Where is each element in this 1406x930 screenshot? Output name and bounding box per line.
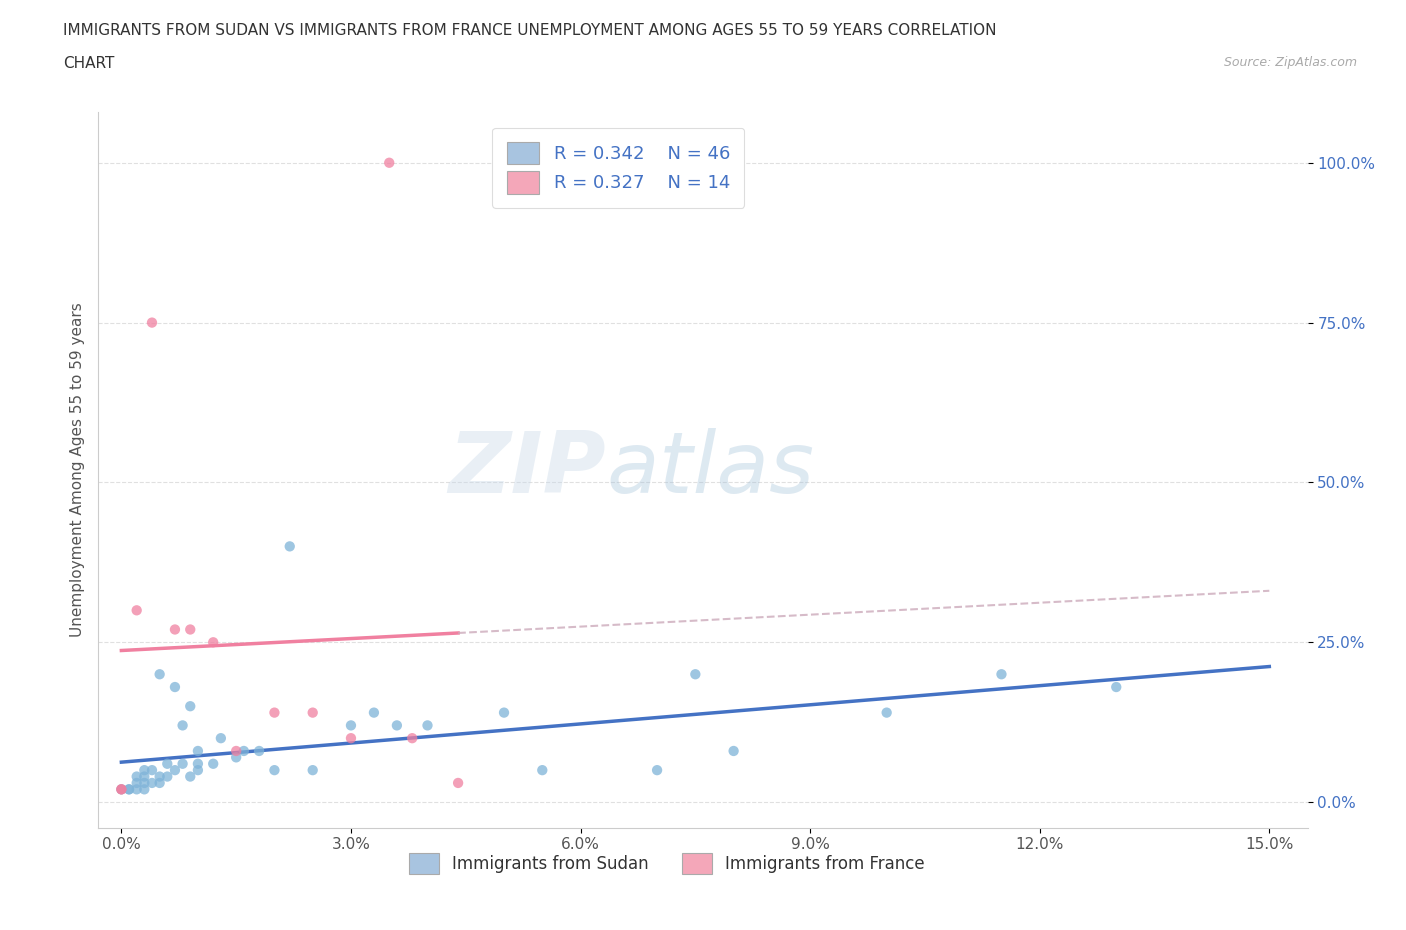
Point: [401, 731, 423, 746]
Point: [301, 763, 323, 777]
Point: [723, 744, 745, 759]
Point: [263, 705, 285, 720]
Point: [685, 667, 707, 682]
Point: [163, 680, 186, 695]
Point: [1105, 680, 1128, 695]
Legend: Immigrants from Sudan, Immigrants from France: Immigrants from Sudan, Immigrants from F…: [402, 846, 932, 880]
Point: [179, 622, 201, 637]
Point: [156, 756, 179, 771]
Point: [134, 776, 156, 790]
Point: [163, 622, 186, 637]
Point: [202, 635, 225, 650]
Point: [172, 756, 194, 771]
Point: [118, 782, 141, 797]
Text: IMMIGRANTS FROM SUDAN VS IMMIGRANTS FROM FRANCE UNEMPLOYMENT AMONG AGES 55 TO 59: IMMIGRANTS FROM SUDAN VS IMMIGRANTS FROM…: [63, 23, 997, 38]
Point: [378, 155, 401, 170]
Point: [447, 776, 470, 790]
Point: [125, 769, 148, 784]
Point: [247, 744, 270, 759]
Point: [110, 782, 132, 797]
Point: [110, 782, 132, 797]
Point: [340, 718, 363, 733]
Point: [179, 698, 201, 713]
Point: [202, 756, 225, 771]
Point: [187, 756, 209, 771]
Point: [278, 539, 301, 554]
Point: [187, 763, 209, 777]
Point: [125, 782, 148, 797]
Point: [134, 782, 156, 797]
Point: [531, 763, 554, 777]
Point: [149, 776, 172, 790]
Point: [149, 769, 172, 784]
Point: [118, 782, 141, 797]
Point: [179, 769, 201, 784]
Point: [141, 763, 163, 777]
Point: [149, 667, 172, 682]
Point: [645, 763, 668, 777]
Point: [172, 718, 194, 733]
Point: [340, 731, 363, 746]
Point: [876, 705, 898, 720]
Point: [125, 776, 148, 790]
Point: [209, 731, 232, 746]
Point: [125, 603, 148, 618]
Text: Source: ZipAtlas.com: Source: ZipAtlas.com: [1223, 56, 1357, 69]
Point: [492, 705, 515, 720]
Y-axis label: Unemployment Among Ages 55 to 59 years: Unemployment Among Ages 55 to 59 years: [69, 302, 84, 637]
Point: [416, 718, 439, 733]
Point: [232, 744, 254, 759]
Text: CHART: CHART: [63, 56, 115, 71]
Point: [225, 744, 247, 759]
Point: [134, 769, 156, 784]
Point: [263, 763, 285, 777]
Point: [363, 705, 385, 720]
Point: [225, 750, 247, 764]
Text: ZIP: ZIP: [449, 428, 606, 512]
Point: [141, 776, 163, 790]
Point: [990, 667, 1012, 682]
Point: [385, 718, 408, 733]
Point: [301, 705, 323, 720]
Point: [163, 763, 186, 777]
Point: [134, 763, 156, 777]
Point: [187, 744, 209, 759]
Text: atlas: atlas: [606, 428, 814, 512]
Point: [110, 782, 132, 797]
Point: [141, 315, 163, 330]
Point: [156, 769, 179, 784]
